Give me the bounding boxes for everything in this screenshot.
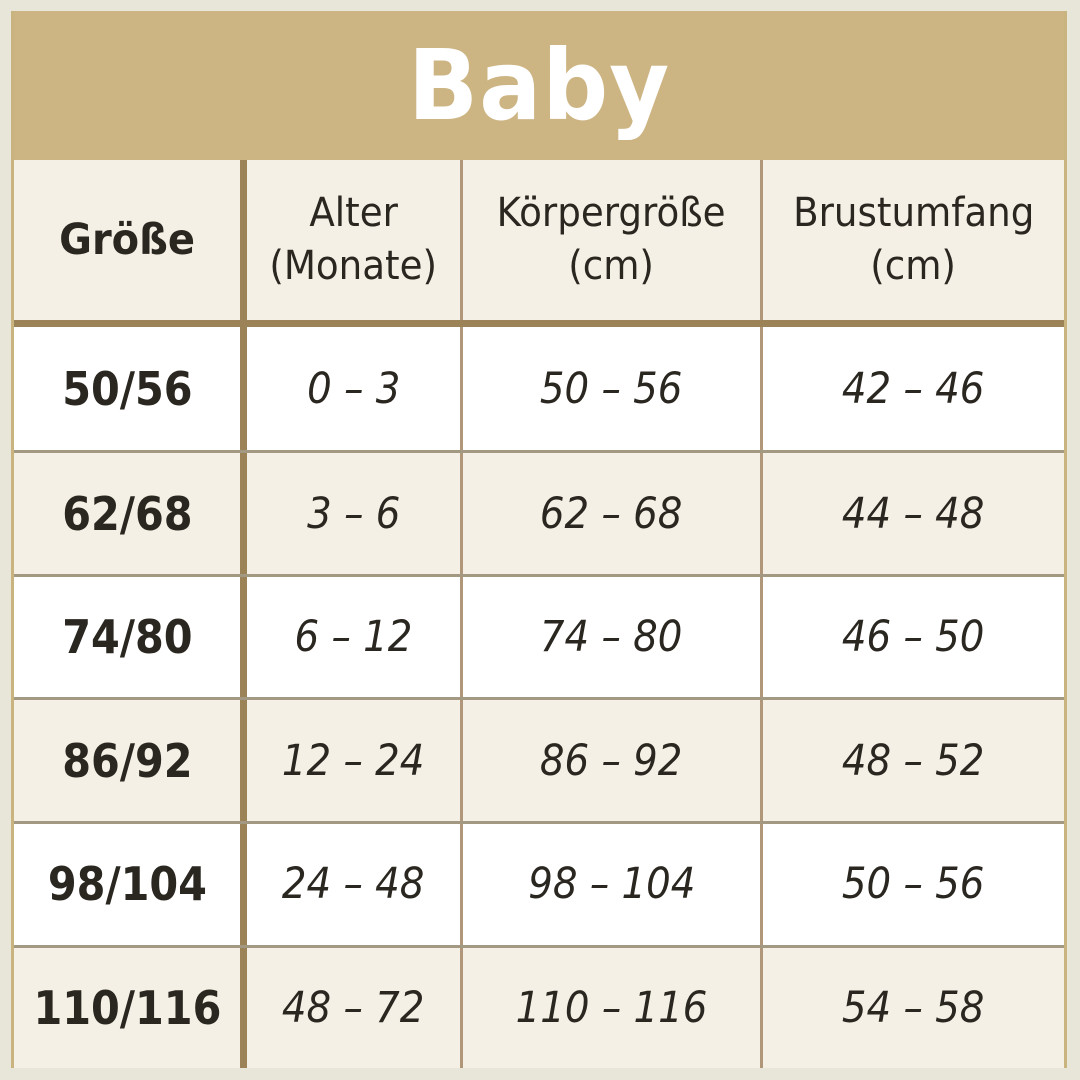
size-cell: 62/68 — [14, 453, 247, 574]
size-cell: 74/80 — [14, 576, 247, 698]
column-header-unit: (cm) — [870, 243, 957, 289]
table-row: 74/80 6 – 12 74 – 80 46 – 50 — [14, 573, 1064, 698]
age-cell: 48 – 72 — [247, 947, 463, 1068]
column-header-koerpergroesse: Körpergröße (cm) — [463, 160, 763, 320]
chest-cell: 44 – 48 — [842, 488, 985, 539]
age-cell: 0 – 3 — [247, 327, 463, 451]
table-row: 110/116 48 – 72 110 – 116 54 – 58 — [14, 944, 1064, 1068]
column-header-alter: Alter (Monate) — [247, 160, 463, 320]
chest-cell: 54 – 58 — [842, 982, 985, 1033]
size-cell: 98/104 — [14, 823, 247, 945]
table-row: 50/56 0 – 3 50 – 56 42 – 46 — [14, 327, 1064, 451]
chart-title: Baby — [407, 29, 671, 142]
size-chart-card: Baby Größe Alter (Monate) Körpergröße (c… — [11, 11, 1067, 1068]
chest-cell: 50 – 56 — [842, 859, 985, 910]
chest-cell: 48 – 52 — [842, 735, 985, 786]
table-header-row: Größe Alter (Monate) Körpergröße (cm) Br… — [14, 160, 1064, 327]
column-header-brustumfang: Brustumfang (cm) — [763, 160, 1064, 320]
table-row: 98/104 24 – 48 98 – 104 50 – 56 — [14, 820, 1064, 945]
age-cell: 6 – 12 — [247, 576, 463, 698]
column-header-label: Größe — [59, 214, 195, 265]
body-height-cell: 74 – 80 — [463, 576, 763, 698]
body-height-cell: 86 – 92 — [463, 700, 763, 821]
table-row: 62/68 3 – 6 62 – 68 44 – 48 — [14, 450, 1064, 574]
column-header-groesse: Größe — [14, 160, 247, 320]
chart-title-banner: Baby — [14, 11, 1064, 160]
column-header-label: Körpergröße — [497, 190, 726, 237]
column-header-unit: (cm) — [568, 243, 655, 289]
body-height-cell: 50 – 56 — [463, 327, 763, 451]
column-header-label: Alter — [309, 190, 398, 237]
chest-cell: 42 – 46 — [842, 363, 985, 414]
column-header-label: Brustumfang — [792, 190, 1035, 237]
size-cell: 50/56 — [14, 327, 247, 451]
column-header-unit: (Monate) — [269, 243, 438, 289]
age-cell: 12 – 24 — [247, 700, 463, 821]
size-cell: 86/92 — [14, 700, 247, 821]
body-height-cell: 98 – 104 — [463, 823, 763, 945]
chest-cell: 46 – 50 — [842, 612, 985, 663]
age-cell: 3 – 6 — [247, 453, 463, 574]
body-height-cell: 110 – 116 — [463, 947, 763, 1068]
table-body: 50/56 0 – 3 50 – 56 42 – 46 62/68 3 – 6 … — [14, 327, 1064, 1068]
body-height-cell: 62 – 68 — [463, 453, 763, 574]
size-cell: 110/116 — [14, 947, 247, 1068]
table-row: 86/92 12 – 24 86 – 92 48 – 52 — [14, 697, 1064, 821]
age-cell: 24 – 48 — [247, 823, 463, 945]
